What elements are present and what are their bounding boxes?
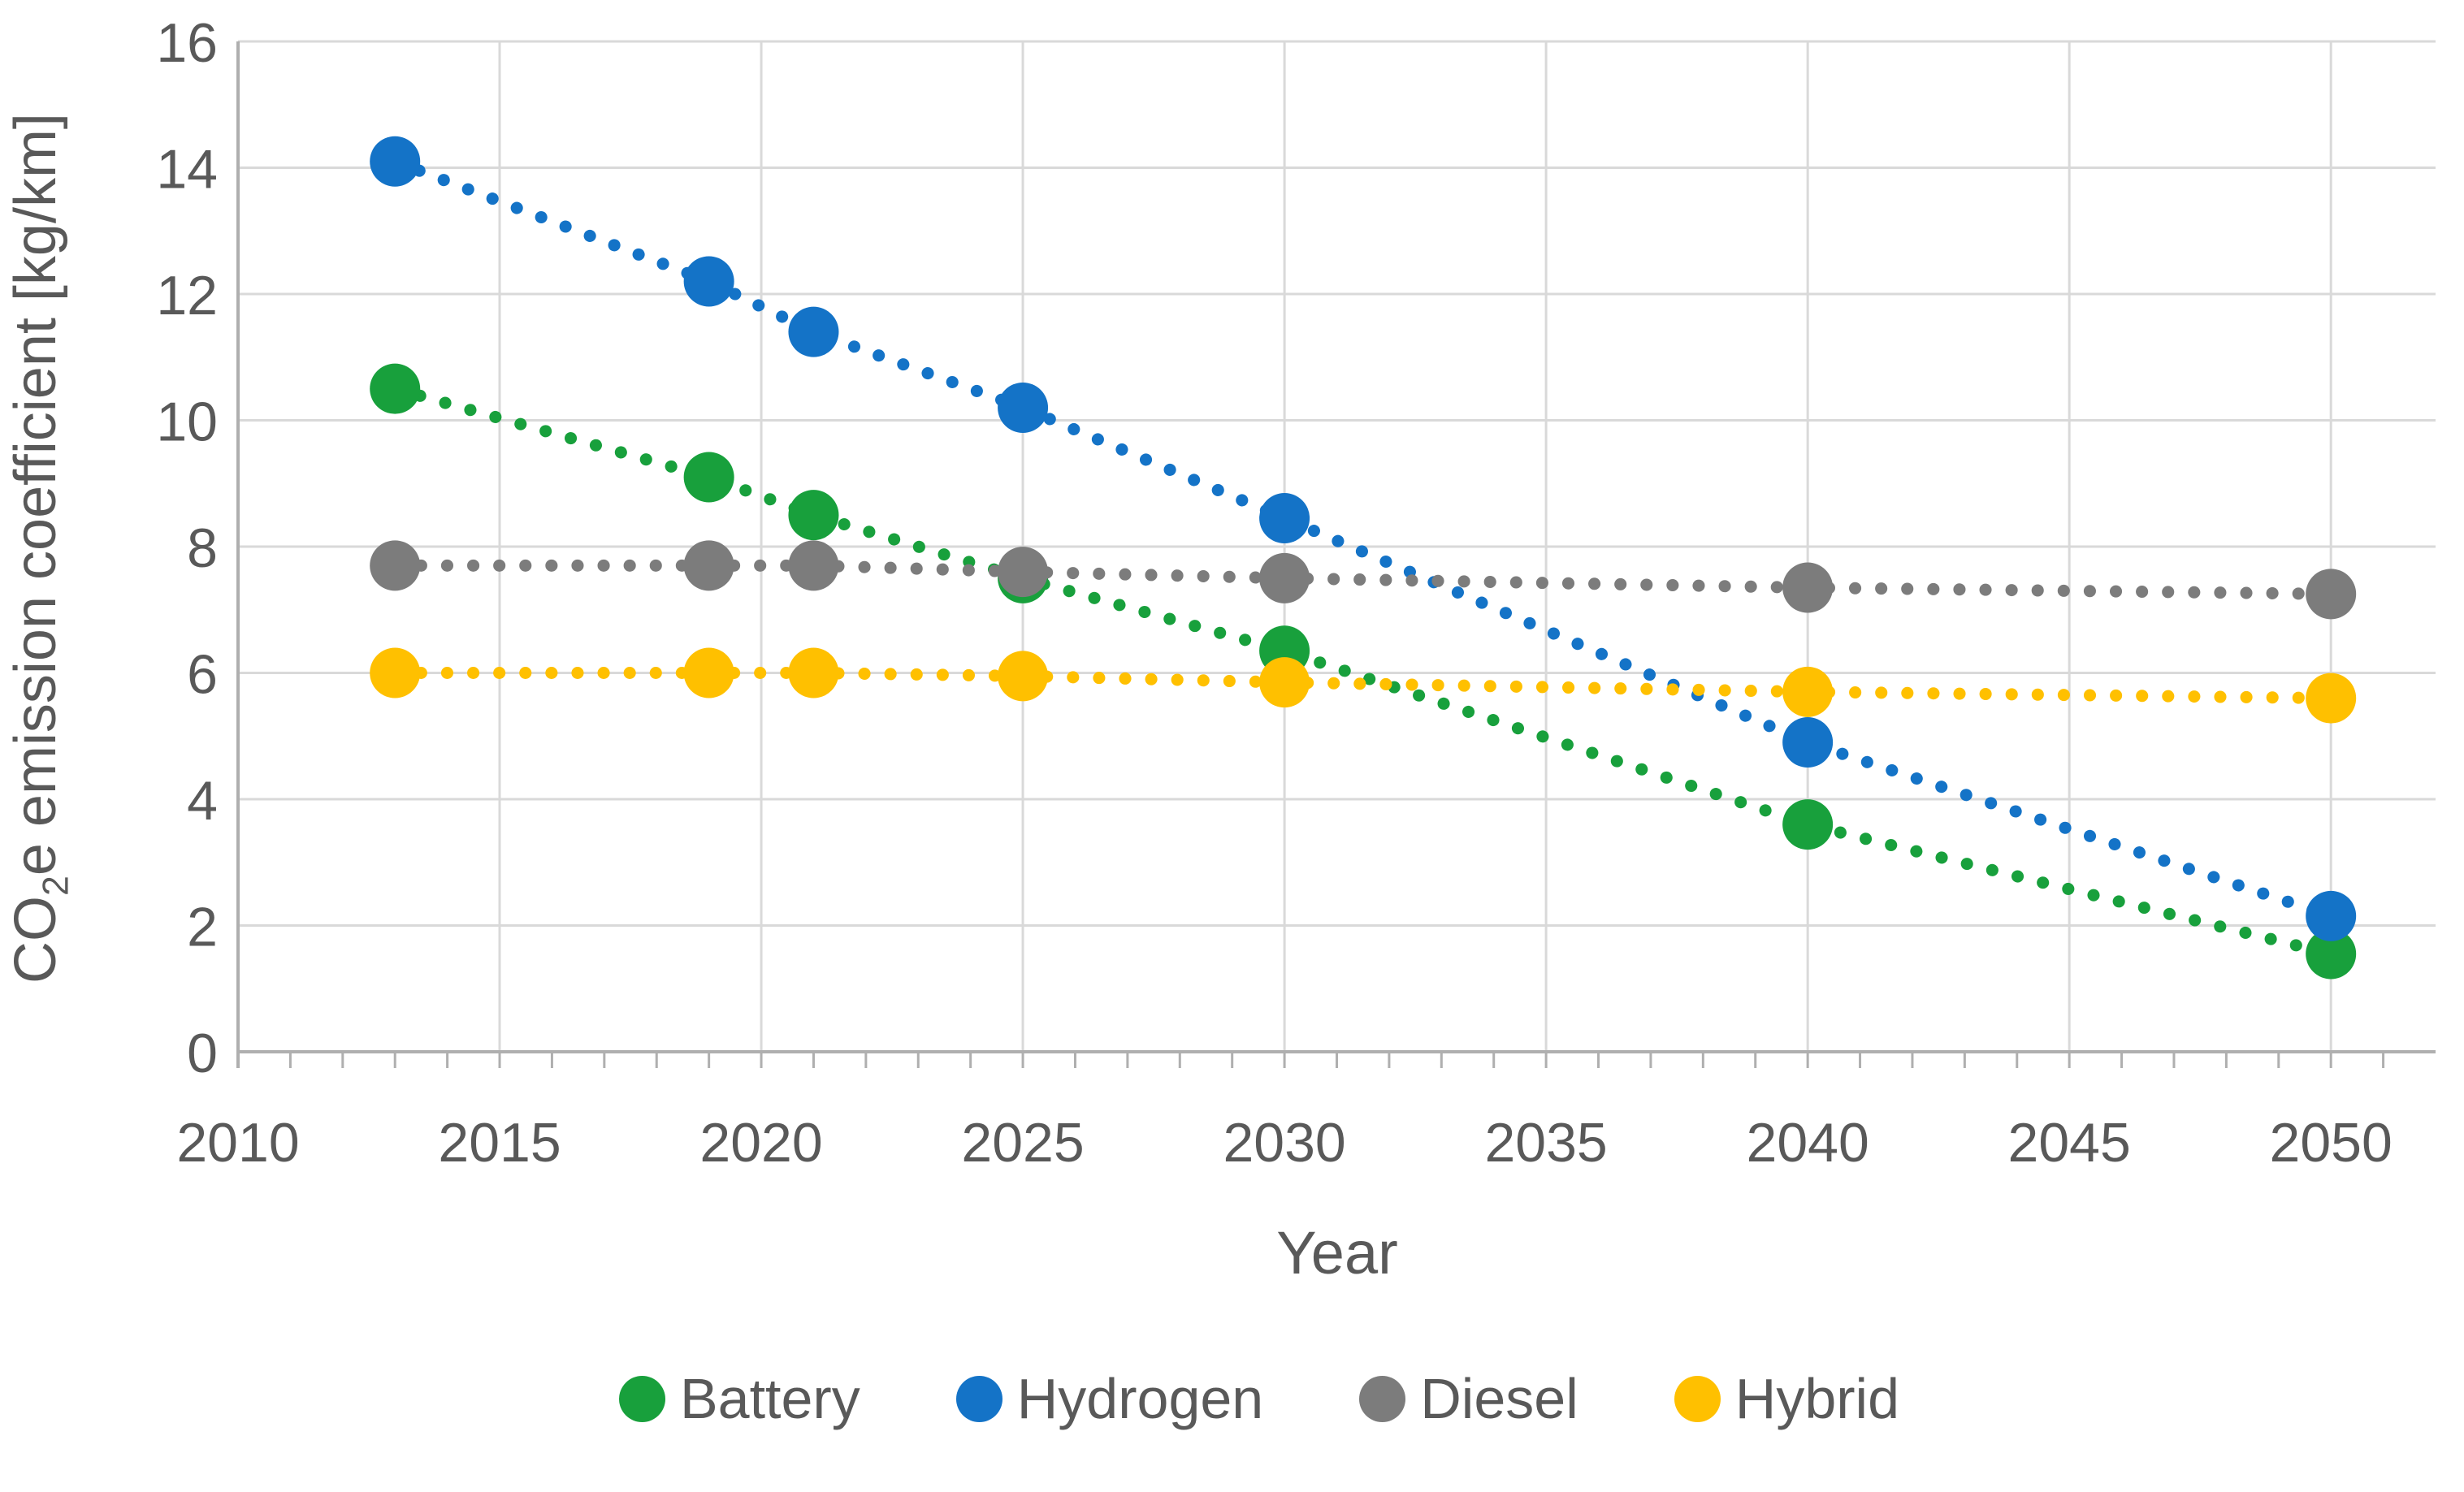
data-point-diesel-2013[interactable] xyxy=(370,540,421,591)
data-point-hydrogen-2013[interactable] xyxy=(370,136,421,187)
x-tick-label-2035: 2035 xyxy=(1484,1112,1607,1174)
data-point-diesel-2040[interactable] xyxy=(1782,562,1834,613)
series-diesel xyxy=(370,540,2357,620)
data-point-hydrogen-2019[interactable] xyxy=(683,256,734,307)
y-tick-label-2: 2 xyxy=(187,897,218,958)
y-tick-label-16: 16 xyxy=(156,12,218,74)
series-battery xyxy=(370,363,2357,980)
data-point-hybrid-2013[interactable] xyxy=(370,647,421,698)
legend-marker-battery-icon xyxy=(618,1375,665,1422)
data-point-hybrid-2025[interactable] xyxy=(998,651,1049,702)
legend-label-diesel: Diesel xyxy=(1420,1367,1578,1430)
x-tick-label-2010: 2010 xyxy=(176,1112,299,1174)
data-point-hydrogen-2025[interactable] xyxy=(998,382,1049,433)
x-tick-label-2030: 2030 xyxy=(1223,1112,1345,1174)
y-axis-title-suffix: e emission coefficient [kg/km] xyxy=(3,113,68,876)
data-point-hybrid-2019[interactable] xyxy=(683,647,734,698)
data-point-diesel-2025[interactable] xyxy=(998,547,1049,598)
data-point-battery-2021[interactable] xyxy=(788,490,839,541)
data-point-hydrogen-2040[interactable] xyxy=(1782,717,1834,768)
legend-marker-hydrogen-icon xyxy=(955,1375,1002,1422)
y-tick-label-0: 0 xyxy=(187,1023,218,1084)
legend-label-hydrogen: Hydrogen xyxy=(1016,1367,1264,1430)
y-axis-title-subscript: 2 xyxy=(36,876,76,896)
y-axis-tick-labels: 0 2 4 6 8 10 12 14 16 xyxy=(156,12,218,1084)
y-tick-label-14: 14 xyxy=(156,139,218,201)
data-point-hybrid-2050[interactable] xyxy=(2306,672,2357,724)
y-tick-label-8: 8 xyxy=(187,517,218,579)
data-point-diesel-2021[interactable] xyxy=(788,540,839,591)
data-point-hydrogen-2021[interactable] xyxy=(788,306,839,357)
data-point-hybrid-2040[interactable] xyxy=(1782,666,1834,717)
data-point-battery-2040[interactable] xyxy=(1782,799,1834,850)
x-tick-label-2045: 2045 xyxy=(2008,1112,2131,1174)
data-point-hybrid-2030[interactable] xyxy=(1259,657,1310,708)
legend-item-hybrid[interactable]: Hybrid xyxy=(1674,1366,1899,1431)
data-point-hydrogen-2050[interactable] xyxy=(2306,890,2357,941)
data-point-diesel-2019[interactable] xyxy=(683,540,734,591)
y-tick-label-4: 4 xyxy=(187,770,218,832)
data-point-battery-2013[interactable] xyxy=(370,363,421,414)
legend-label-battery: Battery xyxy=(679,1367,860,1430)
series-layer xyxy=(370,136,2357,980)
data-point-battery-2019[interactable] xyxy=(683,452,734,503)
axes xyxy=(236,41,2436,1068)
y-tick-label-12: 12 xyxy=(156,265,218,327)
data-point-diesel-2050[interactable] xyxy=(2306,569,2357,620)
y-tick-label-6: 6 xyxy=(187,644,218,706)
x-tick-label-2050: 2050 xyxy=(2270,1112,2393,1174)
y-axis-title: CO2e emission coefficient [kg/km] xyxy=(0,0,76,1117)
data-point-diesel-2030[interactable] xyxy=(1259,552,1310,603)
y-axis-title-prefix: CO xyxy=(3,895,68,984)
data-point-hydrogen-2030[interactable] xyxy=(1259,493,1310,544)
series-hydrogen xyxy=(370,136,2357,941)
legend: Battery Hydrogen Diesel Hybrid xyxy=(122,1358,2397,1439)
legend-item-hydrogen[interactable]: Hydrogen xyxy=(955,1366,1264,1431)
y-tick-label-10: 10 xyxy=(156,391,218,453)
legend-label-hybrid: Hybrid xyxy=(1734,1367,1900,1430)
x-tick-label-2015: 2015 xyxy=(438,1112,561,1174)
x-tick-label-2040: 2040 xyxy=(1747,1112,1869,1174)
legend-item-battery[interactable]: Battery xyxy=(618,1366,860,1431)
legend-marker-diesel-icon xyxy=(1359,1375,1406,1422)
data-point-hybrid-2021[interactable] xyxy=(788,647,839,698)
x-tick-label-2020: 2020 xyxy=(699,1112,822,1174)
series-hybrid xyxy=(370,647,2357,724)
x-tick-label-2025: 2025 xyxy=(961,1112,1084,1174)
data-point-battery-2050[interactable] xyxy=(2306,928,2357,980)
legend-item-diesel[interactable]: Diesel xyxy=(1359,1366,1578,1431)
x-axis-title: Year xyxy=(1276,1219,1398,1287)
legend-marker-hybrid-icon xyxy=(1674,1375,1721,1422)
x-axis-tick-labels: 2010 2015 2020 2025 2030 2035 2040 2045 2050 xyxy=(176,1112,2392,1174)
